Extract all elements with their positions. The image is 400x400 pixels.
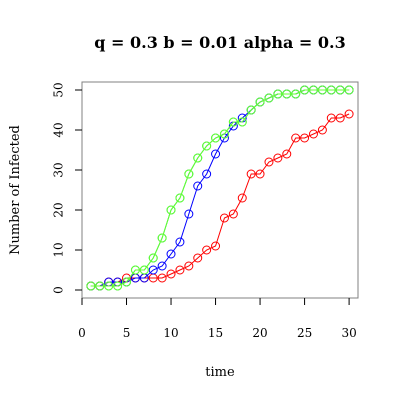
y-tick-label: 40	[52, 122, 66, 137]
data-point	[291, 89, 301, 99]
data-point	[193, 153, 203, 163]
data-point	[291, 133, 301, 143]
data-point	[326, 113, 336, 123]
x-tick-label: 10	[163, 326, 178, 340]
data-point	[157, 261, 167, 271]
data-point	[264, 93, 274, 103]
x-tick-label: 20	[252, 326, 267, 340]
data-point	[86, 281, 96, 291]
data-point	[255, 97, 265, 107]
data-point	[202, 169, 212, 179]
data-point	[175, 193, 185, 203]
chart-title: q = 0.3 b = 0.01 alpha = 0.3	[94, 33, 345, 52]
series-2	[86, 85, 354, 291]
x-tick-label: 30	[341, 326, 356, 340]
data-point	[335, 85, 345, 95]
data-point	[175, 237, 185, 247]
x-tick-label: 5	[123, 326, 131, 340]
data-point	[122, 277, 132, 287]
data-point	[184, 169, 194, 179]
x-axis: 0 5 10 15 20 25 30	[78, 298, 357, 340]
data-point	[237, 193, 247, 203]
series-layer	[86, 85, 354, 291]
y-tick-label: 30	[52, 162, 66, 177]
data-point	[157, 233, 167, 243]
y-tick-label: 10	[52, 242, 66, 257]
data-point	[273, 89, 283, 99]
data-point	[184, 261, 194, 271]
series-line	[90, 89, 350, 287]
data-point	[95, 281, 105, 291]
data-point	[219, 129, 229, 139]
data-point	[282, 149, 292, 159]
data-point	[264, 157, 274, 167]
x-tick-label: 0	[78, 326, 86, 340]
data-point	[317, 125, 327, 135]
data-point	[237, 117, 247, 127]
data-point	[326, 85, 336, 95]
data-point	[308, 129, 318, 139]
y-axis-label: Number of Infected	[8, 125, 23, 255]
data-point	[104, 281, 114, 291]
x-axis-label: time	[205, 365, 235, 380]
data-point	[166, 269, 176, 279]
data-point	[130, 265, 140, 275]
data-point	[166, 249, 176, 259]
data-point	[139, 265, 149, 275]
data-point	[344, 109, 354, 119]
y-tick-label: 0	[52, 286, 66, 294]
plot-frame	[81, 81, 359, 299]
y-tick-label: 50	[52, 82, 66, 97]
data-point	[211, 149, 221, 159]
data-point	[219, 213, 229, 223]
data-point	[202, 141, 212, 151]
y-axis: 0 10 20 30 40 50	[52, 82, 82, 294]
data-point	[157, 273, 167, 283]
data-point	[184, 209, 194, 219]
data-point	[228, 209, 238, 219]
data-point	[148, 253, 158, 263]
series-4	[86, 85, 354, 291]
data-point	[273, 153, 283, 163]
data-point	[344, 85, 354, 95]
data-point	[246, 105, 256, 115]
series-line	[90, 89, 350, 287]
x-tick-label: 15	[208, 326, 223, 340]
data-point	[211, 133, 221, 143]
data-point	[175, 265, 185, 275]
series-1	[86, 109, 354, 291]
series-3	[86, 85, 354, 291]
data-point	[317, 85, 327, 95]
data-point	[300, 133, 310, 143]
data-point	[193, 181, 203, 191]
data-point	[166, 205, 176, 215]
data-point	[228, 117, 238, 127]
data-point	[335, 113, 345, 123]
data-point	[202, 245, 212, 255]
data-point	[193, 253, 203, 263]
data-point	[300, 85, 310, 95]
data-point	[308, 85, 318, 95]
series-line	[90, 89, 350, 287]
data-point	[148, 265, 158, 275]
series-line	[90, 113, 350, 287]
data-point	[113, 281, 123, 291]
x-tick-label: 25	[297, 326, 312, 340]
data-point	[246, 169, 256, 179]
data-point	[211, 241, 221, 251]
data-point	[255, 169, 265, 179]
data-point	[282, 89, 292, 99]
y-tick-label: 20	[52, 202, 66, 217]
